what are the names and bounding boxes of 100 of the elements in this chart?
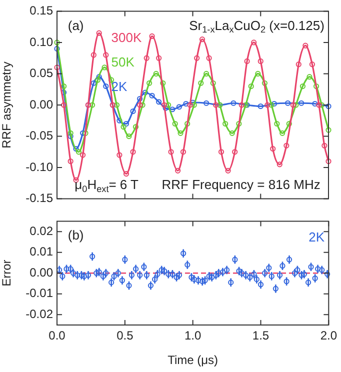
point (116, 118, 122, 124)
point (293, 102, 299, 108)
point (137, 96, 143, 102)
point (199, 36, 206, 42)
point (60, 102, 67, 108)
series-label: 50K (111, 54, 135, 70)
point (302, 42, 308, 48)
point (204, 70, 210, 77)
point (229, 130, 235, 136)
point (102, 64, 108, 70)
point (268, 102, 274, 108)
point (166, 102, 172, 108)
point (175, 168, 181, 174)
point (162, 105, 168, 111)
point (326, 103, 332, 110)
point (73, 177, 79, 183)
y-tick-label: -0.01 (26, 286, 54, 300)
point (156, 99, 162, 105)
point (103, 83, 109, 90)
x-axis-title: Time (μs) (168, 353, 218, 368)
point (326, 158, 332, 164)
point (270, 146, 276, 152)
point (54, 46, 60, 52)
point (96, 74, 102, 80)
point (94, 77, 101, 83)
y-tick-label: 0.00 (30, 97, 54, 112)
point (90, 52, 96, 58)
point (149, 92, 155, 98)
point (300, 83, 306, 90)
point (176, 104, 182, 110)
point (103, 52, 109, 58)
point (130, 149, 136, 155)
point (284, 100, 291, 106)
point (236, 120, 242, 127)
point (54, 64, 60, 70)
point (132, 124, 139, 130)
x-tick-label: 1.0 (184, 328, 202, 343)
series-label: 300K (111, 30, 142, 45)
point (130, 108, 136, 114)
y-tick-label: 0.00 (30, 265, 54, 280)
point (286, 120, 292, 127)
point (306, 74, 312, 80)
y-tick-label: -0.02 (26, 306, 54, 321)
point (183, 100, 189, 107)
point (290, 102, 296, 108)
y-tick-label: 0.10 (30, 34, 54, 49)
point (255, 70, 261, 77)
point (73, 146, 79, 152)
y-axis-title: RRF asymmetry (0, 62, 14, 148)
point (312, 100, 318, 107)
point (230, 100, 236, 106)
annotation: (a) (68, 18, 84, 33)
point (316, 102, 322, 108)
point (198, 80, 204, 86)
y-tick-label: 0.02 (30, 224, 54, 238)
point (82, 130, 88, 136)
point (276, 162, 282, 168)
point (248, 83, 254, 90)
point (258, 103, 264, 110)
point (244, 58, 250, 64)
point (168, 149, 174, 155)
x-tick-label: 1.5 (252, 328, 270, 343)
point (296, 62, 302, 68)
point (160, 80, 166, 86)
y-tick-label: -0.10 (26, 160, 54, 174)
point (90, 80, 96, 86)
x-tick-label: 2.0 (320, 328, 338, 343)
point (280, 130, 286, 136)
point (264, 102, 270, 108)
point (146, 80, 152, 86)
point (298, 100, 304, 106)
point (218, 149, 224, 155)
point (68, 133, 74, 140)
series-label: 2K (308, 229, 325, 244)
point (156, 55, 162, 61)
point (80, 152, 86, 158)
point (206, 55, 212, 61)
point (184, 120, 190, 127)
point (194, 55, 200, 61)
point (153, 70, 159, 77)
point (210, 80, 216, 86)
point (274, 120, 280, 127)
point (123, 170, 130, 177)
point (170, 106, 176, 112)
point (191, 102, 197, 108)
point (322, 142, 328, 148)
point (116, 152, 122, 158)
point (225, 168, 231, 174)
y-tick-label: -0.05 (26, 128, 54, 143)
annotation: (b) (68, 227, 84, 242)
point (213, 102, 219, 108)
point (326, 127, 332, 133)
y-tick-label: 0.15 (30, 4, 54, 18)
point (271, 100, 277, 107)
y-tick-label: 0.05 (30, 66, 54, 80)
y-tick-label: -0.15 (26, 191, 54, 206)
point (96, 30, 102, 36)
point (68, 130, 74, 136)
point (251, 40, 257, 46)
point (142, 90, 148, 96)
